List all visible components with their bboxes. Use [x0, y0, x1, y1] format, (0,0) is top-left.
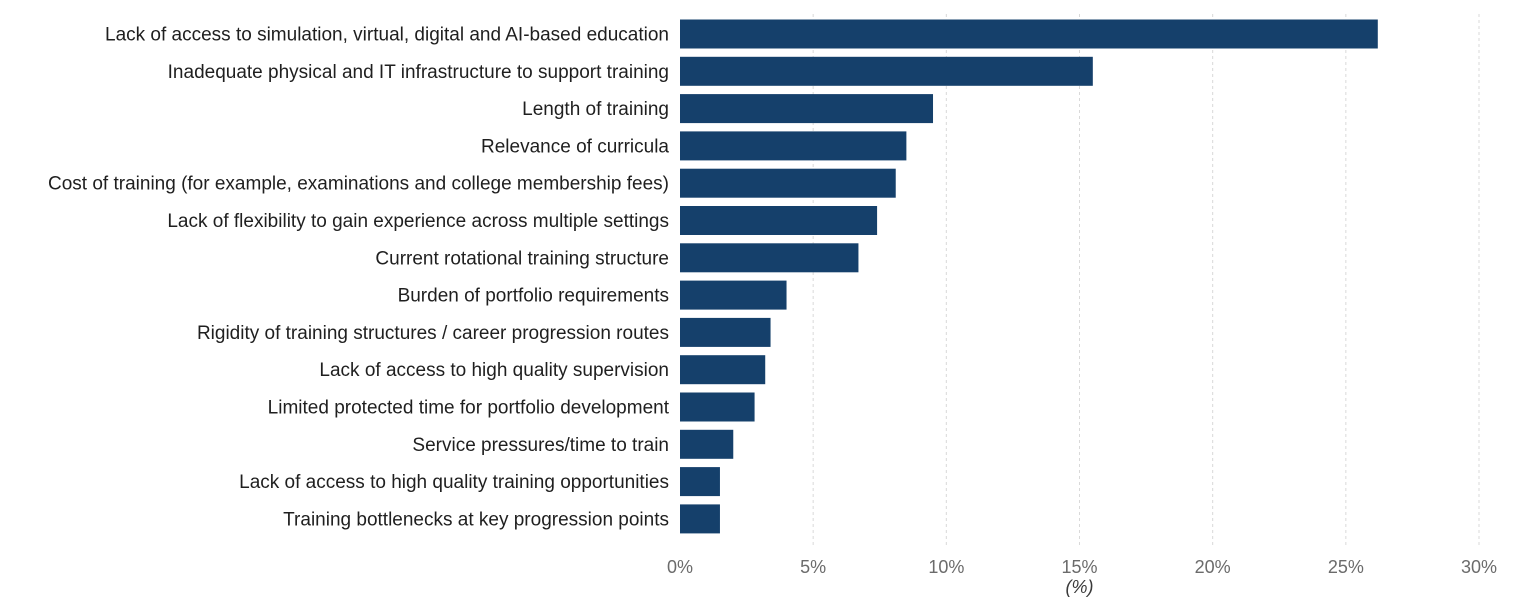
x-tick-label: 15% [1061, 557, 1097, 577]
x-tick-label: 20% [1195, 557, 1231, 577]
category-labels: Lack of access to simulation, virtual, d… [48, 25, 670, 531]
category-label: Lack of flexibility to gain experience a… [167, 211, 669, 232]
x-axis-ticks: 0% 5% 10% 15% 20% 25% 30% [667, 557, 1497, 577]
bar [680, 504, 720, 534]
category-label: Service pressures/time to train [412, 435, 669, 456]
x-axis-title: (%) [1066, 577, 1094, 597]
x-tick-label: 0% [667, 557, 693, 577]
bar [680, 19, 1378, 49]
bar [680, 280, 787, 310]
bars [680, 19, 1378, 534]
bar [680, 243, 859, 273]
category-label: Limited protected time for portfolio dev… [268, 398, 670, 419]
bar [680, 94, 934, 124]
bar [680, 131, 907, 161]
bar [680, 355, 766, 385]
category-label: Length of training [522, 99, 669, 120]
x-tick-label: 5% [800, 557, 826, 577]
category-label: Cost of training (for example, examinati… [48, 174, 669, 195]
category-label: Lack of access to high quality training … [239, 472, 669, 493]
category-label: Lack of access to simulation, virtual, d… [105, 25, 669, 46]
bar [680, 467, 720, 497]
bar [680, 392, 755, 422]
bar [680, 429, 734, 459]
bar [680, 168, 896, 198]
category-label: Lack of access to high quality supervisi… [319, 360, 669, 381]
category-label: Rigidity of training structures / career… [197, 323, 669, 344]
x-tick-label: 25% [1328, 557, 1364, 577]
grid-lines [812, 14, 1480, 545]
bar [680, 56, 1093, 86]
category-label: Inadequate physical and IT infrastructur… [168, 62, 669, 83]
category-label: Relevance of curricula [481, 136, 669, 157]
bar [680, 317, 771, 347]
bar [680, 206, 878, 235]
x-tick-label: 10% [928, 557, 964, 577]
x-tick-label: 30% [1461, 557, 1497, 577]
category-label: Burden of portfolio requirements [398, 286, 669, 307]
category-label: Training bottlenecks at key progression … [283, 509, 669, 530]
category-label: Current rotational training structure [375, 248, 669, 269]
